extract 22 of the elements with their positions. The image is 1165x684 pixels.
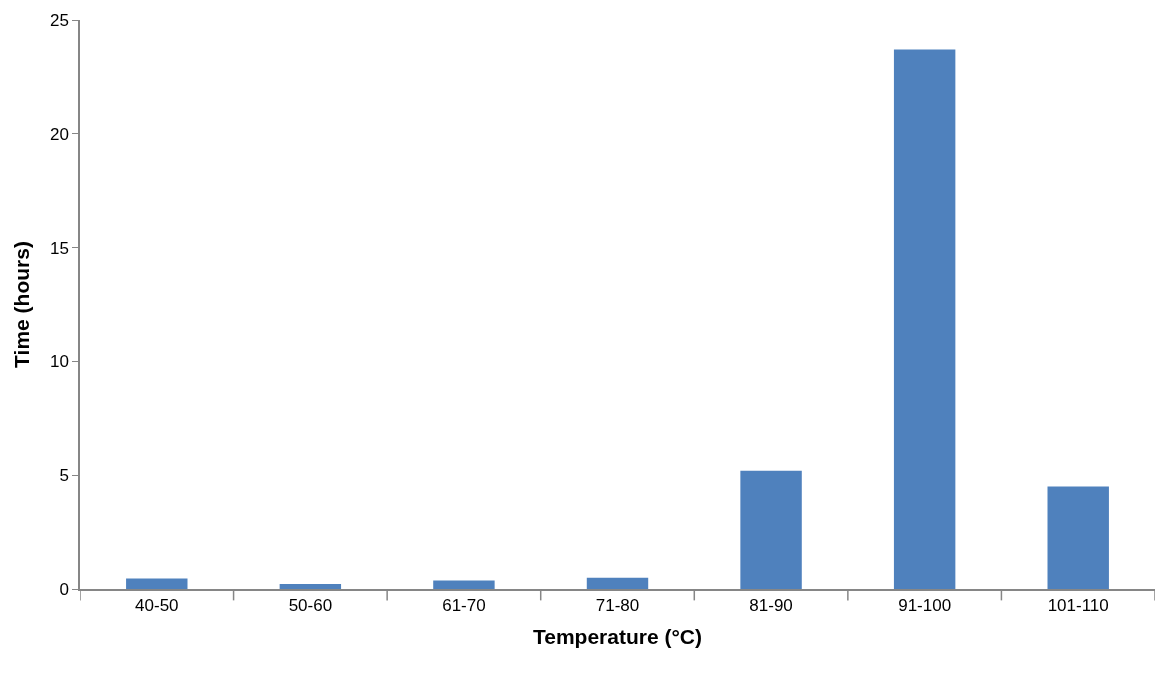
x-tick-label: 81-90 — [749, 596, 793, 616]
x-axis-title: Temperature (°C) — [532, 624, 703, 648]
y-tick-label: 5 — [59, 466, 69, 486]
x-tick-label: 101-110 — [1047, 596, 1109, 616]
y-tick-label: 0 — [59, 579, 69, 599]
y-axis-title: Time (hours) — [9, 241, 33, 368]
bar — [586, 577, 649, 589]
bar — [126, 578, 188, 589]
bar — [1047, 486, 1109, 589]
y-tick-label: 10 — [49, 352, 69, 372]
y-tick-label: 25 — [49, 10, 69, 30]
x-tick-label: 40-50 — [135, 596, 179, 616]
x-tick-label: 50-60 — [288, 596, 333, 616]
x-tick-label: 61-70 — [442, 596, 486, 616]
x-tick-label: 71-80 — [595, 596, 640, 616]
bar — [893, 49, 956, 589]
bar — [433, 580, 495, 589]
y-tick-label: 15 — [49, 238, 69, 258]
bar — [740, 470, 802, 589]
y-tick-label: 20 — [49, 124, 69, 144]
x-tick-label: 91-100 — [898, 596, 952, 616]
bar — [279, 583, 342, 589]
